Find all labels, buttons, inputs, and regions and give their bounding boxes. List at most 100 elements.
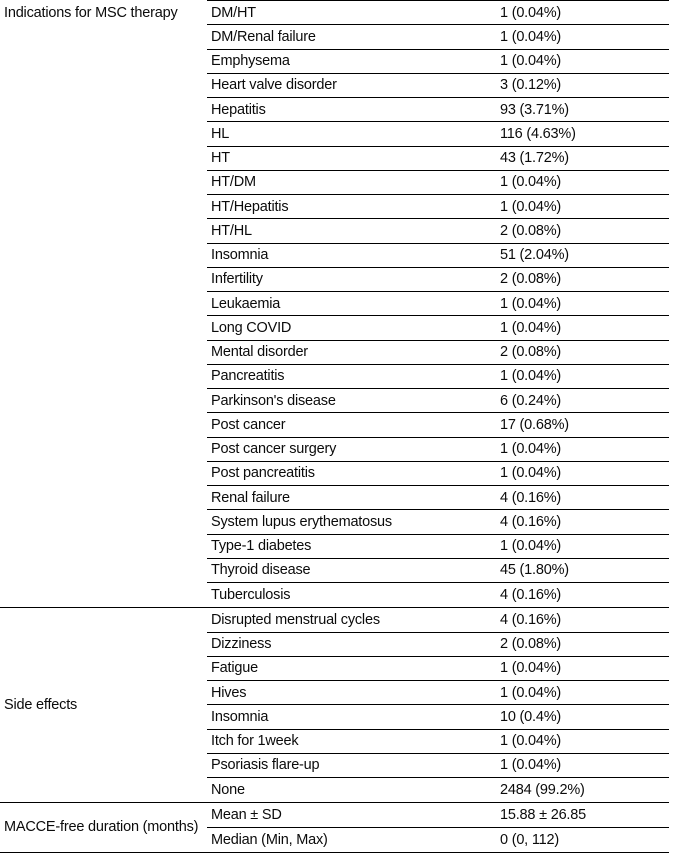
row-value: 1 (0.04%) [500,53,562,70]
row-value: 1 (0.04%) [500,28,562,45]
row-attribute: Pancreatitis [211,368,285,385]
row-attribute: Hepatitis [211,101,266,118]
row-value: 4 (0.16%) [500,611,562,628]
table-row: Tuberculosis 4 (0.16%) [207,583,669,607]
row-value: 1 (0.04%) [500,733,562,750]
row-attribute: Infertility [211,271,263,288]
table-row: Post pancreatitis 1 (0.04%) [207,462,669,486]
row-value: 2 (0.08%) [500,271,562,288]
table-section: MACCE-free duration (months) Mean ± SD 15.… [0,802,669,852]
row-attribute: Psoriasis flare-up [211,757,320,774]
table-row: HT 43 (1.72%) [207,147,669,171]
row-attribute: Long COVID [211,319,292,336]
row-value: 1 (0.04%) [500,319,562,336]
row-attribute: Thyroid disease [211,562,311,579]
table-row: Median (Min, Max) 0 (0, 112) [207,828,669,852]
section-label: Side effects [4,696,78,713]
row-value: 17 (0.68%) [500,416,569,433]
row-value: 4 (0.16%) [500,489,562,506]
row-value: 93 (3.71%) [500,101,569,118]
table-row: Leukaemia 1 (0.04%) [207,292,669,317]
table-row: HL 116 (4.63%) [207,122,669,147]
row-attribute: DM/HT [211,4,256,21]
table-row: Emphysema 1 (0.04%) [207,50,669,74]
row-attribute: Post cancer [211,416,286,433]
row-attribute: DM/Renal failure [211,28,316,45]
row-value: 2 (0.08%) [500,636,562,653]
table-row: Hepatitis 93 (3.71%) [207,98,669,123]
row-value: 15.88 ± 26.85 [500,806,586,823]
row-attribute: Mean ± SD [211,806,282,823]
table-row: Post cancer 17 (0.68%) [207,413,669,438]
section-rows: Mean ± SD 15.88 ± 26.85 Median (Min, Max) 0… [207,803,669,852]
row-value: 1 (0.04%) [500,4,562,21]
row-value: 2 (0.08%) [500,344,562,361]
row-attribute: None [211,782,245,799]
row-value: 116 (4.63%) [500,125,576,142]
table-row: Infertility 2 (0.08%) [207,268,669,292]
section-rows: Disrupted menstrual cycles 4 (0.16%) Dizzi… [207,608,669,802]
table-row: HT/Hepatitis 1 (0.04%) [207,195,669,220]
row-value: 1 (0.04%) [500,295,562,312]
table-row: Parkinson's disease 6 (0.24%) [207,389,669,414]
row-attribute: Disrupted menstrual cycles [211,611,380,628]
table-row: Disrupted menstrual cycles 4 (0.16%) [207,608,669,633]
row-attribute: Insomnia [211,708,269,725]
table-row: Mental disorder 2 (0.08%) [207,341,669,365]
row-value: 4 (0.16%) [500,513,562,530]
section-label: Indications for MSC therapy [4,5,178,21]
row-attribute: Insomnia [211,247,269,264]
section-rows: DM/HT 1 (0.04%) DM/Renal failure 1 (0.04%) E… [207,0,669,607]
row-value: 43 (1.72%) [500,150,569,167]
row-attribute: Renal failure [211,489,290,506]
table-row: DM/HT 1 (0.04%) [207,1,669,26]
row-value: 4 (0.16%) [500,587,562,604]
table-row: DM/Renal failure 1 (0.04%) [207,25,669,50]
row-attribute: HT/Hepatitis [211,198,289,215]
table-row: Dizziness 2 (0.08%) [207,633,669,657]
row-value: 1 (0.04%) [500,198,562,215]
table-row: Mean ± SD 15.88 ± 26.85 [207,803,669,828]
row-attribute: Type-1 diabetes [211,538,312,555]
table-section: Side effects Disrupted menstrual cycles 4 … [0,607,669,802]
table-section: Indications for MSC therapy DM/HT 1 (0.04%… [4,0,669,607]
row-value: 1 (0.04%) [500,538,562,555]
table-row: Thyroid disease 45 (1.80%) [207,559,669,583]
row-value: 1 (0.04%) [500,174,562,191]
table-row: Insomnia 51 (2.04%) [207,244,669,268]
row-value: 1 (0.04%) [500,465,562,482]
row-attribute: Fatigue [211,660,258,677]
row-value: 2 (0.08%) [500,222,562,239]
row-attribute: Parkinson's disease [211,392,336,409]
row-value: 1 (0.04%) [500,684,562,701]
row-value: 1 (0.04%) [500,757,562,774]
row-value: 6 (0.24%) [500,392,562,409]
table-row: System lupus erythematosus 4 (0.16%) [207,510,669,535]
table-row: Long COVID 1 (0.04%) [207,316,669,341]
table-row: Insomnia 10 (0.4%) [207,705,669,730]
table-row: Heart valve disorder 3 (0.12%) [207,74,669,98]
row-value: 0 (0, 112) [500,831,559,848]
table-row: Renal failure 4 (0.16%) [207,486,669,511]
row-attribute: Mental disorder [211,344,308,361]
table-row: None 2484 (99.2%) [207,778,669,802]
row-attribute: Hives [211,684,247,701]
row-value: 45 (1.80%) [500,562,569,579]
row-attribute: Dizziness [211,636,272,653]
section-label: MACCE-free duration (months) [4,819,199,836]
table-row: Post cancer surgery 1 (0.04%) [207,438,669,462]
row-attribute: HT/HL [211,222,252,239]
row-value: 1 (0.04%) [500,660,562,677]
table-row: Hives 1 (0.04%) [207,681,669,706]
row-value: 2484 (99.2%) [500,782,585,799]
table-row: Itch for 1week 1 (0.04%) [207,730,669,754]
row-attribute: Itch for 1week [211,733,299,750]
row-attribute: Median (Min, Max) [211,831,328,848]
row-value: 10 (0.4%) [500,708,562,725]
row-attribute: HT/DM [211,174,256,191]
table-row: Fatigue 1 (0.04%) [207,657,669,681]
row-value: 1 (0.04%) [500,368,562,385]
